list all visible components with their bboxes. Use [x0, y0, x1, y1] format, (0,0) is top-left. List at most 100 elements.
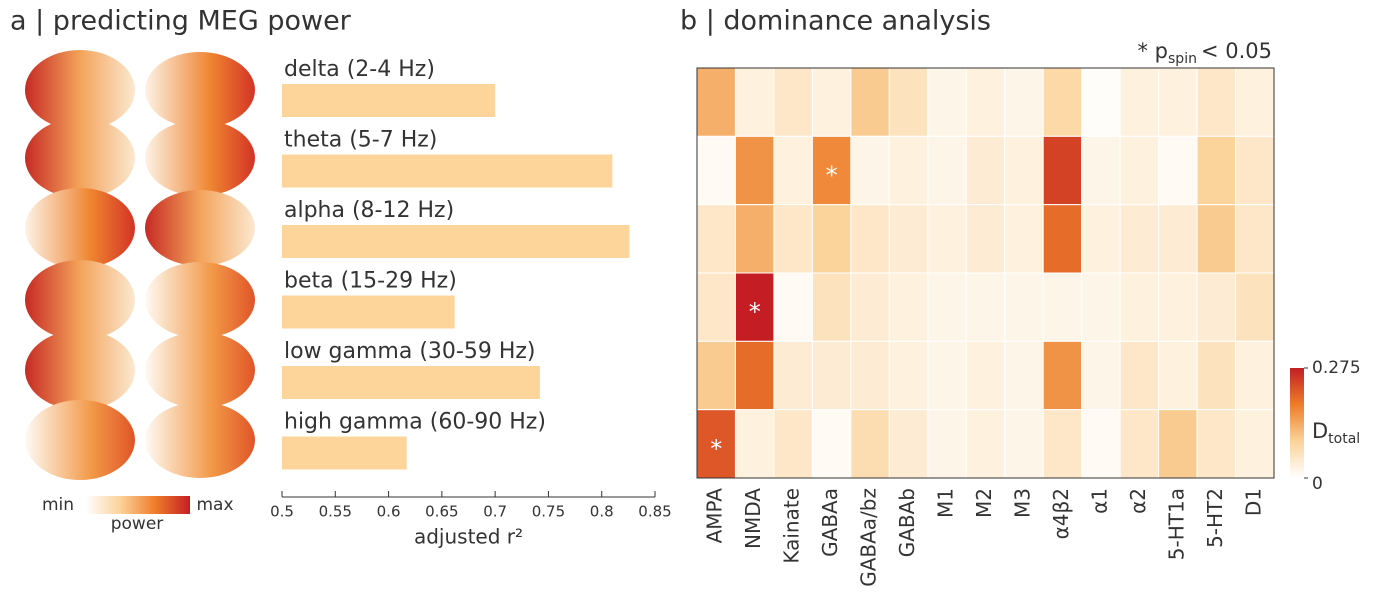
heatmap-cell [773, 340, 813, 411]
x-tick-label: 0.7 [483, 503, 507, 521]
heatmap-cell [1081, 204, 1121, 274]
colorbar-label-sub: total [1328, 431, 1360, 447]
heatmap-cell [1004, 204, 1044, 274]
x-tick-label: α2 [1126, 488, 1150, 514]
heatmap-cell [1158, 204, 1198, 274]
category-label: delta (2-4 Hz) [284, 57, 435, 82]
heatmap-cell [1004, 135, 1044, 206]
category-label: low gamma (30-59 Hz) [284, 339, 536, 364]
colorbar-max: max [196, 495, 233, 515]
heatmap-cell [965, 135, 1006, 206]
heatmap-cell [1119, 204, 1160, 274]
heatmap-cell [965, 272, 1006, 342]
heatmap-cell [1119, 409, 1160, 479]
heatmap-cell [773, 67, 813, 137]
heatmap-cell [888, 135, 929, 206]
heatmap-cell [734, 340, 775, 411]
heatmap-cell [965, 409, 1006, 479]
heatmap-cell [850, 135, 890, 206]
heatmap-cell [1004, 340, 1044, 411]
heatmap-cell [1158, 135, 1198, 206]
x-axis-label: adjusted r² [414, 525, 523, 549]
heatmap-cell [888, 204, 929, 274]
colorbar-tick-label: 0.275 [1312, 358, 1361, 378]
heatmap-cell [1158, 409, 1198, 479]
heatmap-cell [850, 272, 890, 342]
heatmap-cell [773, 204, 813, 274]
brain-lateral [25, 260, 135, 340]
heatmap-cell [850, 67, 890, 137]
heatmap-cell [1235, 272, 1275, 342]
heatmap-cell [927, 204, 967, 274]
heatmap-cell [1081, 272, 1121, 342]
heatmap-cell [811, 409, 852, 479]
heatmap-cell [734, 409, 775, 479]
heatmap-cell [1081, 135, 1121, 206]
heatmap-cell [811, 67, 852, 137]
annotation-part: * p [1138, 39, 1169, 63]
heatmap-cell [696, 340, 736, 411]
heatmap-cell [1004, 409, 1044, 479]
x-tick-label: NMDA [741, 488, 765, 549]
heatmap-cell [1196, 409, 1237, 479]
heatmap-cell [927, 135, 967, 206]
x-tick-label: 0.6 [377, 503, 401, 521]
heatmap-cell [1081, 67, 1121, 137]
heatmap-cell [1235, 340, 1275, 411]
heatmap-cell [696, 67, 736, 137]
significance-star: * [749, 298, 761, 326]
heatmap-cell [850, 340, 890, 411]
heatmap-cell [696, 272, 736, 342]
colorbar-label: power [111, 514, 164, 534]
heatmap-cell [1158, 340, 1198, 411]
x-tick-label: 0.5 [270, 503, 294, 521]
bar [282, 295, 455, 329]
brain-medial [145, 190, 255, 266]
heatmap-cell [696, 204, 736, 274]
heatmap-cell [888, 272, 929, 342]
colorbar [85, 496, 190, 514]
brain-lateral [25, 50, 135, 130]
x-tick-label: GABAa [818, 488, 842, 557]
category-label: high gamma (60-90 Hz) [284, 410, 546, 435]
heatmap-cell [1004, 272, 1044, 342]
heatmap-cell [773, 409, 813, 479]
brain-lateral [25, 400, 135, 480]
heatmap-cell [1235, 409, 1275, 479]
heatmap-cell [1158, 67, 1198, 137]
panel-title: a | predicting MEG power [10, 6, 352, 37]
heatmap-cell [734, 204, 775, 274]
annotation-part: spin [1168, 51, 1197, 67]
panel-title: b | dominance analysis [680, 6, 991, 37]
heatmap-cell [965, 340, 1006, 411]
significance-star: * [826, 162, 838, 190]
colorbar-label-main: D [1312, 419, 1328, 443]
heatmap-cell [888, 409, 929, 479]
category-label: beta (15-29 Hz) [284, 269, 457, 294]
x-tick-label: GABAa/bz [857, 488, 881, 587]
heatmap-cell [1042, 135, 1083, 206]
x-tick-label: M2 [972, 488, 996, 518]
heatmap-cell [1196, 135, 1237, 206]
bar [282, 154, 613, 188]
heatmap-cell [1235, 204, 1275, 274]
x-tick-label: M3 [1010, 488, 1034, 518]
heatmap-cell [1196, 204, 1237, 274]
heatmap-cell [888, 67, 929, 137]
heatmap-cell [965, 204, 1006, 274]
heatmap-cell [811, 204, 852, 274]
colorbar-tick-label: 0 [1312, 474, 1323, 494]
heatmap-cell [773, 135, 813, 206]
heatmap-cell [734, 135, 775, 206]
category-label: alpha (8-12 Hz) [284, 198, 454, 223]
heatmap-cell [1196, 67, 1237, 137]
heatmap-cell [773, 272, 813, 342]
x-tick-label: GABAb [895, 488, 919, 557]
x-tick-label: Kainate [780, 488, 804, 564]
heatmap-cell [1119, 67, 1160, 137]
annotation-part: < 0.05 [1201, 39, 1272, 63]
heatmap-cell [850, 409, 890, 479]
x-tick-label: 0.75 [532, 503, 565, 521]
brain-medial [145, 52, 255, 128]
